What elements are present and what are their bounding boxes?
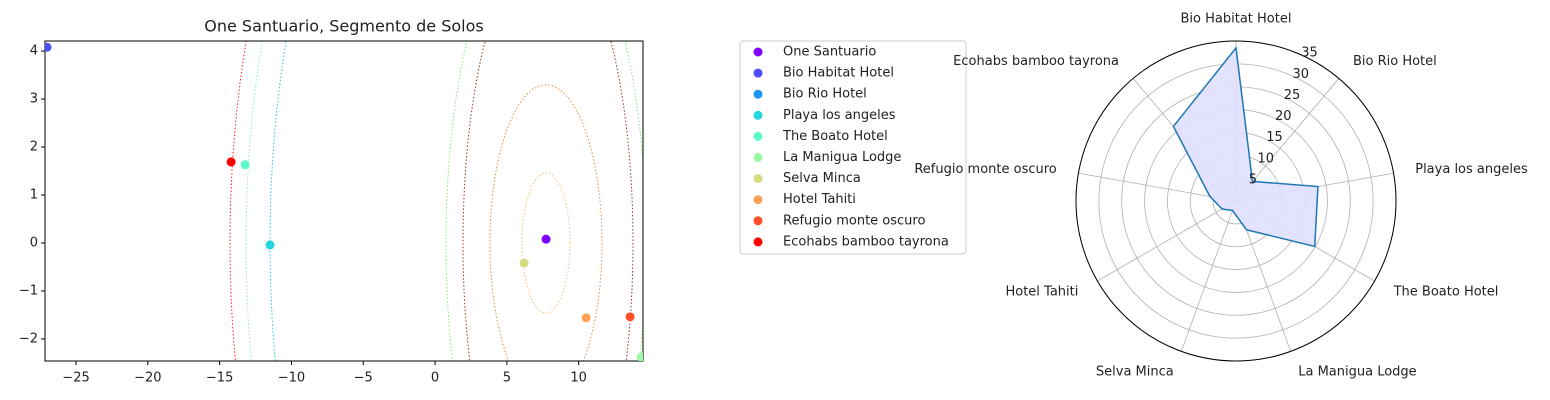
legend-marker	[753, 68, 763, 78]
y-tick-label: 0	[30, 235, 38, 250]
axis-label: Refugio monte oscuro	[914, 162, 1056, 177]
legend-label: Ecohabs bamboo tayrona	[783, 234, 949, 249]
y-tick-label: 4	[30, 44, 38, 59]
spoke	[1097, 200, 1237, 282]
r-tick-label: 25	[1284, 88, 1301, 103]
axis-label: Ecohabs bamboo tayrona	[953, 54, 1119, 69]
y-tick-label: 1	[30, 188, 38, 203]
legend	[739, 40, 967, 255]
axis-label: Selva Minca	[1096, 365, 1174, 380]
legend-label: Playa los angeles	[783, 108, 896, 123]
contours	[229, 41, 643, 361]
legend-marker	[753, 216, 763, 226]
plot-frame	[44, 40, 644, 362]
axis-label: Hotel Tahiti	[1005, 285, 1078, 300]
radar-area	[1172, 45, 1319, 248]
r-tick-label: 5	[1249, 172, 1257, 187]
spoke	[1235, 78, 1340, 202]
contour	[445, 41, 643, 361]
y-tick-label: −1	[19, 283, 38, 298]
legend-label: Selva Minca	[783, 171, 861, 186]
r-tick-label: 30	[1292, 67, 1309, 82]
point	[45, 42, 52, 52]
legend-marker	[753, 174, 763, 184]
points	[45, 42, 643, 361]
legend-label: The Boato Hotel	[782, 129, 888, 144]
legend-marker	[753, 153, 763, 162]
point	[519, 258, 529, 268]
axis-label: La Manigua Lodge	[1298, 365, 1416, 380]
contour	[269, 41, 287, 361]
axis-label: Bio Rio Hotel	[1353, 54, 1437, 69]
legend-marker	[753, 195, 763, 205]
chart-title: One Santuario, Segmento de Solos	[204, 17, 483, 36]
x-tick-label: 10	[570, 371, 587, 386]
r-tick-label: 10	[1257, 151, 1274, 166]
y-tick-label: 3	[30, 92, 38, 107]
legend-marker	[753, 110, 763, 120]
x-tick-label: 5	[503, 371, 511, 386]
y-tick-label: −2	[19, 331, 38, 346]
x-tick-label: −15	[206, 371, 233, 386]
contour	[462, 41, 634, 361]
spoke	[1180, 200, 1237, 352]
legend-label: One Santuario	[783, 45, 876, 60]
legend-label: Bio Rio Hotel	[783, 87, 867, 102]
x-tick-label: −20	[134, 371, 161, 386]
r-tick-label: 35	[1301, 46, 1318, 61]
x-tick-label: −25	[62, 371, 89, 386]
legend-label: Bio Habitat Hotel	[783, 66, 894, 81]
point	[265, 240, 275, 250]
x-tick-label: −5	[354, 371, 373, 386]
point	[625, 312, 635, 322]
axis-label: The Boato Hotel	[1393, 285, 1499, 300]
legend-marker	[753, 47, 763, 57]
point	[581, 313, 591, 323]
point	[240, 160, 250, 170]
axis-label: Bio Habitat Hotel	[1181, 12, 1292, 27]
radar-frame	[1075, 40, 1397, 362]
legend-label: Hotel Tahiti	[783, 192, 856, 207]
legend-marker	[753, 131, 763, 141]
contour	[521, 172, 571, 314]
legend-marker	[753, 237, 763, 247]
r-tick-label: 15	[1266, 130, 1283, 145]
contour	[245, 41, 263, 361]
axis-label: Playa los angeles	[1415, 162, 1528, 177]
contour	[229, 41, 247, 361]
point	[226, 157, 236, 167]
contour	[489, 84, 603, 361]
legend-marker	[753, 89, 763, 99]
point	[541, 234, 551, 244]
x-tick-label: 0	[431, 371, 439, 386]
x-tick-label: −10	[278, 371, 305, 386]
point	[636, 352, 643, 361]
y-tick-label: 2	[30, 140, 38, 155]
r-tick-label: 20	[1275, 109, 1292, 124]
legend-label: Refugio monte oscuro	[783, 213, 925, 228]
legend-label: La Manigua Lodge	[783, 150, 901, 165]
